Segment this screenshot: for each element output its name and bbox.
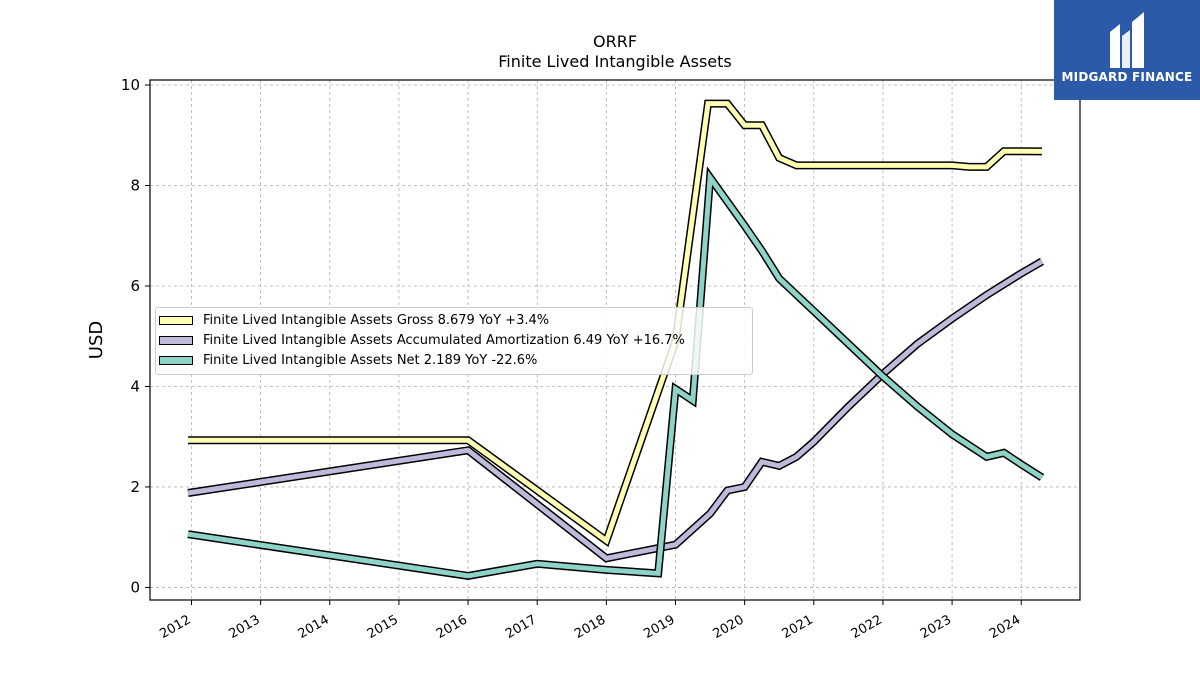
x-tick-label: 2018 [572,612,608,642]
legend-label-net: Finite Lived Intangible Assets Net 2.189… [203,352,538,368]
x-tick-label: 2013 [226,612,262,642]
x-tick-label: 2012 [157,612,193,642]
legend-label-amortization: Finite Lived Intangible Assets Accumulat… [203,332,685,348]
legend-item-gross: Finite Lived Intangible Assets Gross 8.6… [156,310,549,330]
y-tick-label: 2 [130,478,140,496]
y-axis-label: USD [86,321,107,359]
midgard-logo-icon [1110,12,1144,68]
y-tick-label: 0 [130,578,140,596]
y-tick-label: 8 [130,177,140,195]
legend-swatch-net [159,355,193,365]
legend-label-gross: Finite Lived Intangible Assets Gross 8.6… [203,312,550,328]
x-tick-label: 2014 [296,612,332,642]
y-tick-label: 10 [121,76,140,94]
x-tick-label: 2020 [710,612,746,642]
x-tick-label: 2016 [434,612,470,642]
legend-item-net: Finite Lived Intangible Assets Net 2.189… [156,350,537,370]
x-tick-label: 2023 [918,612,954,642]
x-tick-label: 2017 [503,612,539,642]
legend-swatch-gross [159,315,193,325]
logo-text: MIDGARD FINANCE [1061,70,1193,84]
brand-logo: MIDGARD FINANCE [1054,0,1200,100]
y-tick-label: 6 [130,277,140,295]
chart-title: ORRF [592,32,638,51]
x-tick-label: 2022 [849,612,885,642]
legend-item-amortization: Finite Lived Intangible Assets Accumulat… [156,330,685,350]
x-tick-label: 2021 [780,612,816,642]
legend-swatch-amortization [159,335,193,345]
chart-legend: Finite Lived Intangible Assets Gross 8.6… [155,307,753,375]
series-line-2 [187,170,1044,579]
plot-frame [149,79,1081,601]
chart-subtitle: Finite Lived Intangible Assets [498,52,732,71]
x-tick-label: 2015 [365,612,401,642]
y-tick-label: 4 [130,377,140,395]
x-tick-label: 2019 [641,612,677,642]
x-tick-label: 2024 [987,612,1023,642]
